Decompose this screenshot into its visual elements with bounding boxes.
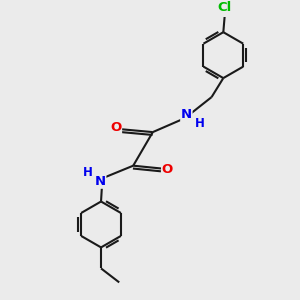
Text: O: O (162, 164, 173, 176)
Text: O: O (110, 122, 122, 134)
Text: N: N (94, 175, 106, 188)
Text: Cl: Cl (218, 1, 232, 14)
Text: H: H (195, 117, 205, 130)
Text: H: H (83, 166, 93, 179)
Text: N: N (181, 108, 192, 121)
